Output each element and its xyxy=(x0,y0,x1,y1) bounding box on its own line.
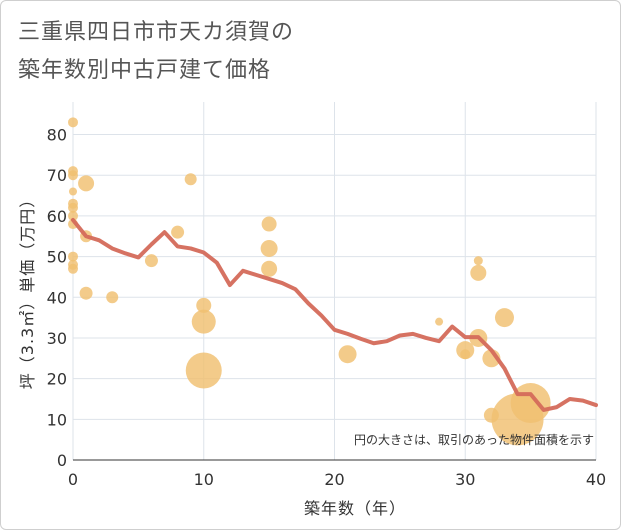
chart-title: 三重県四日市市天カ須賀の 築年数別中古戸建て価格 xyxy=(18,14,438,90)
bubble-23 xyxy=(261,260,278,277)
bubble-18 xyxy=(196,297,212,313)
bubble-14 xyxy=(106,291,119,304)
y-tick-label-70: 70 xyxy=(47,166,67,185)
bubble-19 xyxy=(191,309,216,334)
x-tick-label-30: 30 xyxy=(455,470,475,489)
bubble-11 xyxy=(78,175,95,192)
y-axis-label: 坪（3.3㎡）単価（万円） xyxy=(18,191,37,389)
tick-labels: 0 10 20 30 40 50 60 70 80 0 10 20 30 40 xyxy=(47,126,607,489)
y-tick-label-80: 80 xyxy=(47,126,67,145)
y-tick-label-0: 0 xyxy=(57,451,67,470)
bubble-2 xyxy=(68,170,78,181)
bubble-22 xyxy=(260,239,278,257)
bubble-20 xyxy=(185,352,222,389)
bubble-17 xyxy=(184,173,197,186)
bubble-29 xyxy=(470,264,487,281)
bubble-0 xyxy=(68,117,78,128)
bubble-15 xyxy=(144,254,158,268)
x-tick-label-10: 10 xyxy=(194,470,214,489)
bubble-33 xyxy=(494,308,514,328)
size-legend-note: 円の大きさは、取引のあった物件面積を示す xyxy=(354,432,594,447)
trend-line-layer xyxy=(71,217,598,412)
bubble-6 xyxy=(68,210,78,221)
bubble-28 xyxy=(473,256,483,266)
bubble-24 xyxy=(338,345,357,364)
bubble-21 xyxy=(261,216,277,232)
bubble-16 xyxy=(171,225,185,239)
bubble-27 xyxy=(460,349,471,360)
bubble-layer xyxy=(68,117,551,446)
bubble-10 xyxy=(68,263,78,274)
bubble-8 xyxy=(68,251,78,262)
x-axis-label: 築年数（年） xyxy=(304,499,406,518)
trend-line xyxy=(71,217,598,412)
y-tick-label-10: 10 xyxy=(47,410,67,429)
x-tick-label-20: 20 xyxy=(324,470,344,489)
y-tick-label-20: 20 xyxy=(47,370,67,389)
chart-title-line1: 三重県四日市市天カ須賀の xyxy=(18,20,295,45)
x-tick-label-40: 40 xyxy=(586,470,606,489)
y-tick-label-50: 50 xyxy=(47,248,67,267)
bubble-25 xyxy=(435,317,444,326)
x-tick-label-0: 0 xyxy=(68,470,78,489)
y-tick-label-60: 60 xyxy=(47,207,67,226)
y-tick-label-40: 40 xyxy=(47,288,67,307)
chart-title-line2: 築年数別中古戸建て価格 xyxy=(18,58,272,83)
bubble-3 xyxy=(69,187,77,196)
y-tick-label-30: 30 xyxy=(47,329,67,348)
bubble-13 xyxy=(79,286,93,300)
bubble-5 xyxy=(68,202,78,213)
